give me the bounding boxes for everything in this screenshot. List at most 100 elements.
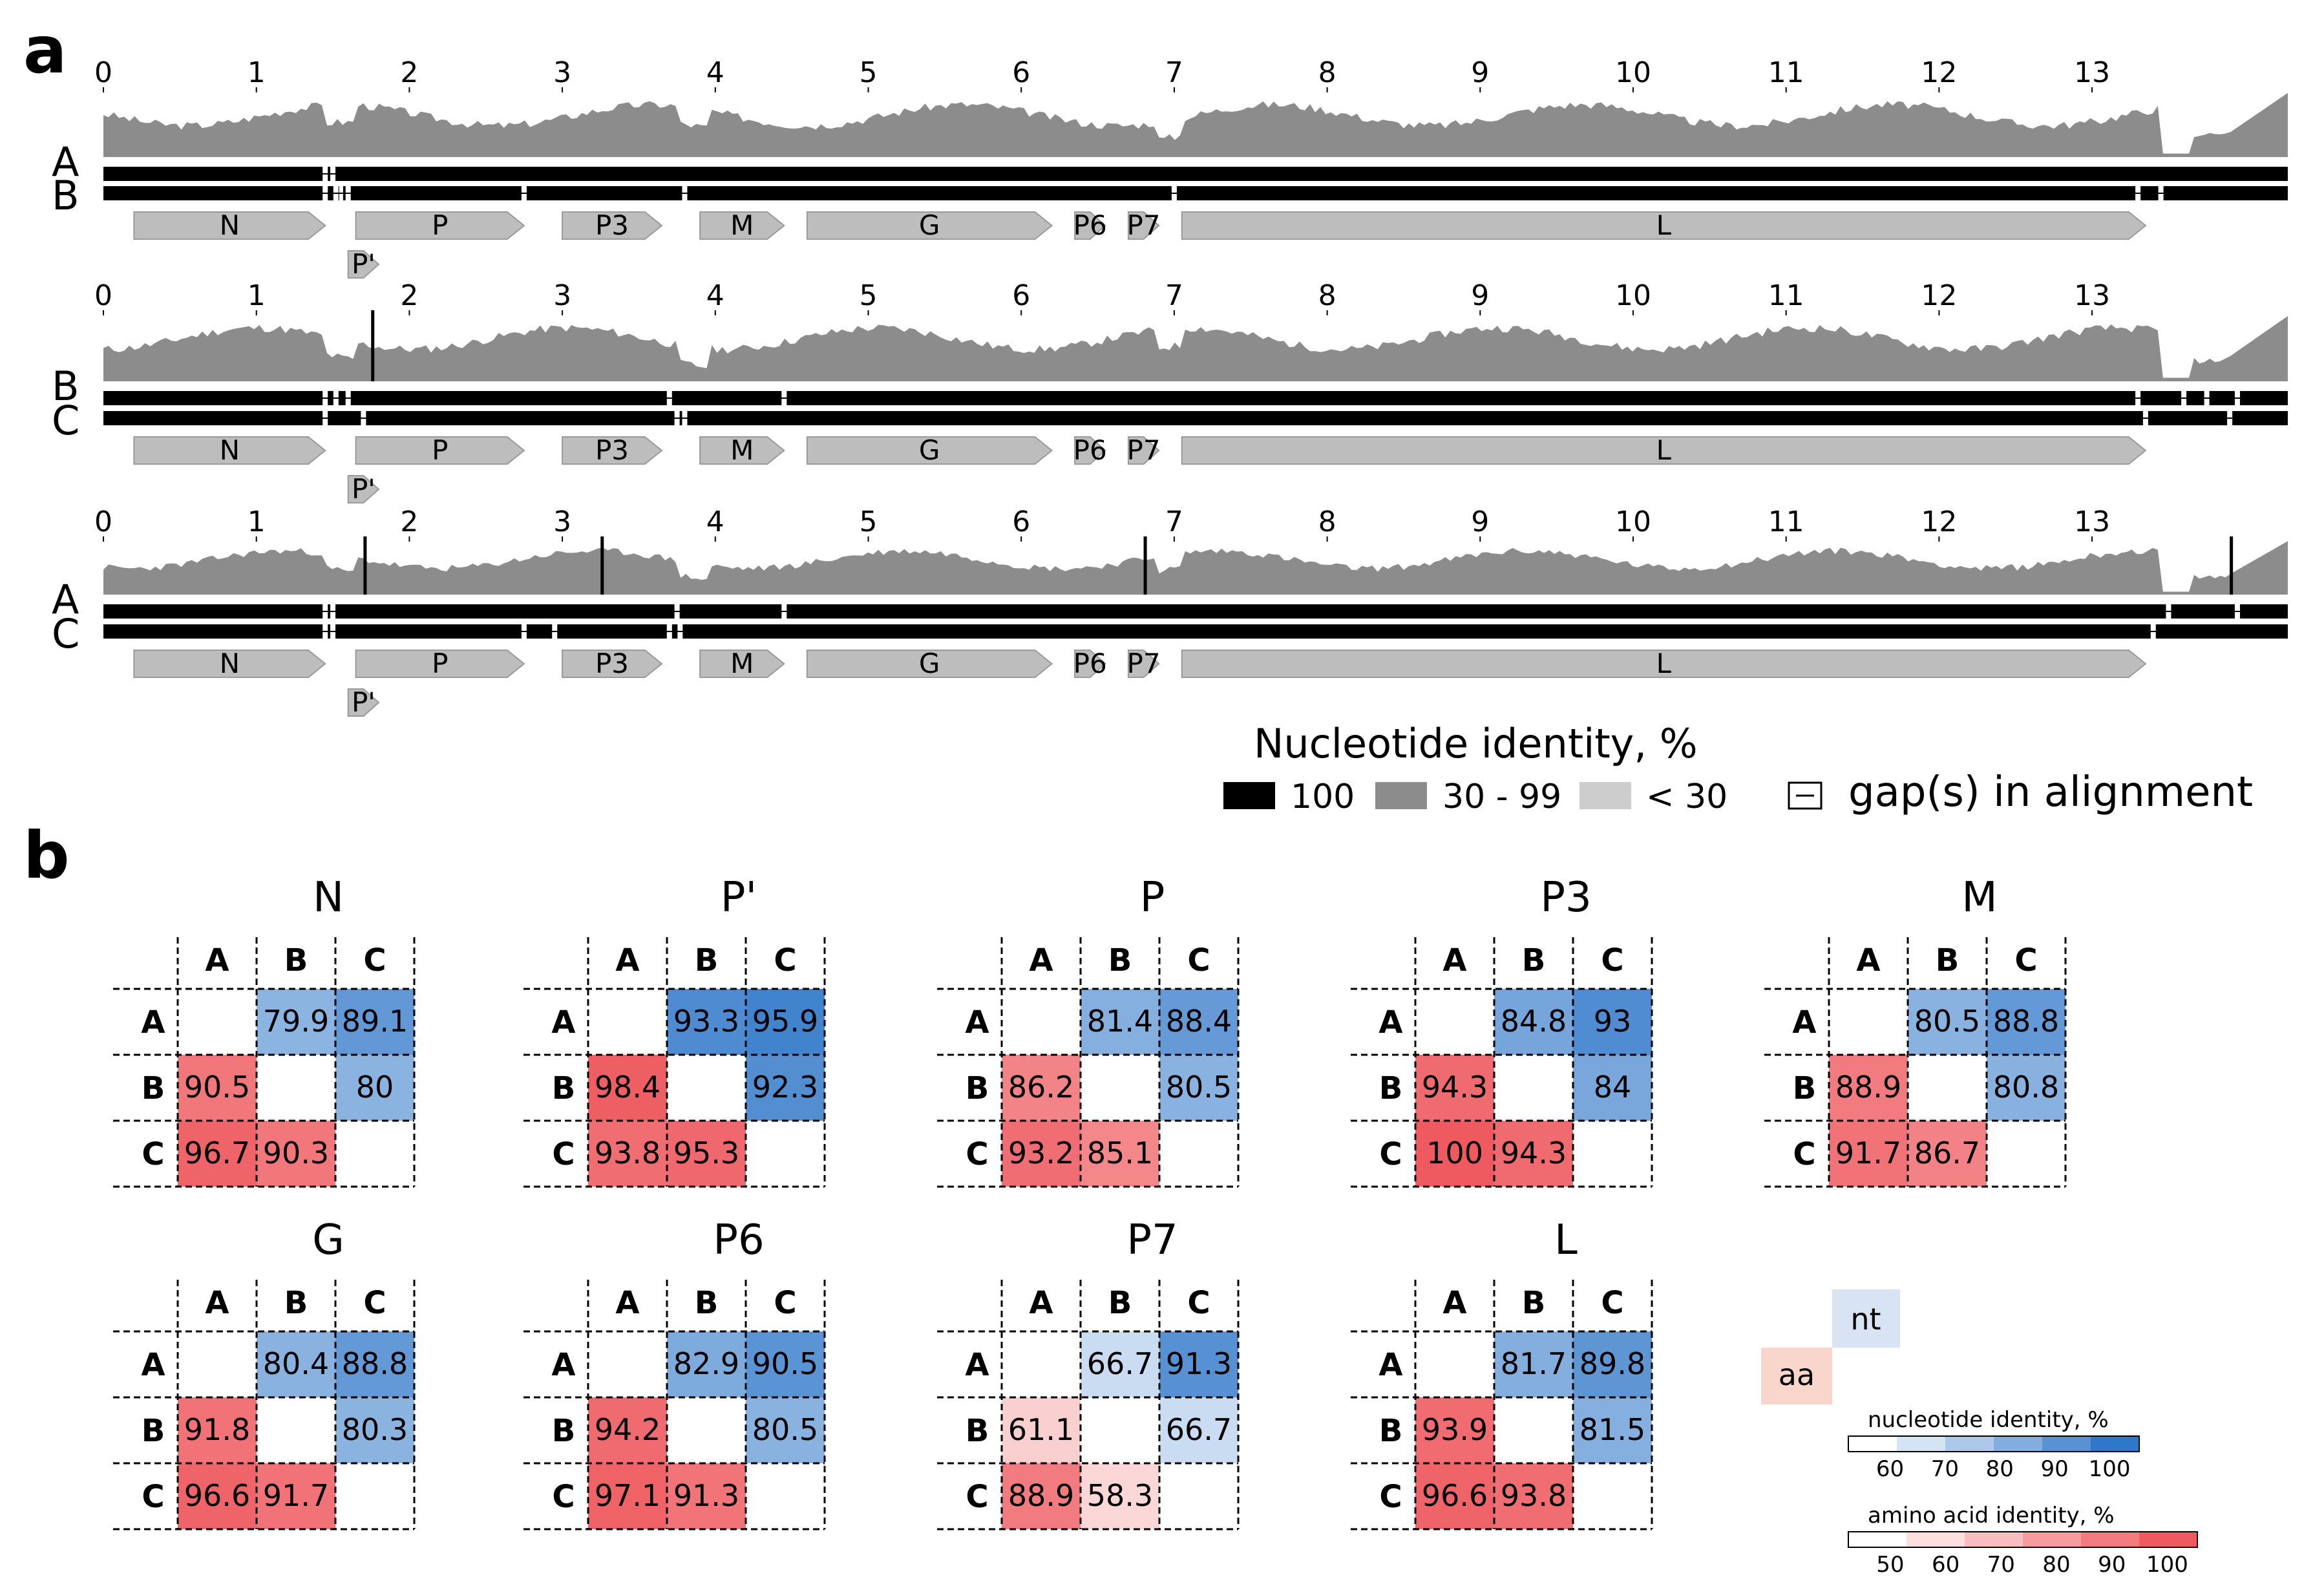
matrix-cell-value: 85.1 (1087, 1136, 1153, 1170)
matrix-cell-value: 80.4 (263, 1346, 329, 1381)
matrix-cell (746, 1331, 825, 1397)
gene-label: P' (352, 473, 375, 505)
position-tick-label: 10 (1615, 279, 1651, 312)
matrix-cell-value: 89.8 (1579, 1346, 1645, 1381)
matrix-row-header: C (966, 1136, 988, 1172)
matrix-cell (1002, 1121, 1081, 1187)
matrix-column-header: B (1522, 1285, 1546, 1321)
gene-arrow (347, 688, 380, 717)
gene-arrow (1181, 650, 2147, 678)
gene-arrow (1127, 436, 1160, 465)
position-tick-label: 10 (1615, 505, 1651, 538)
color-scale-tick: 60 (1876, 1456, 1904, 1482)
matrix-cell (1002, 1055, 1081, 1121)
gene-label: G (919, 434, 940, 466)
matrix-cell (1829, 1121, 1908, 1187)
matrix-cell-value: 81.5 (1579, 1412, 1645, 1447)
matrix-cell (1002, 1397, 1081, 1463)
gene-label: M (730, 434, 754, 466)
matrix-column-header: A (1029, 1285, 1053, 1321)
color-scale-segment (2081, 1532, 2140, 1547)
gene-arrow (1127, 650, 1160, 678)
matrix-cell (1002, 1463, 1081, 1529)
position-tick-label: 0 (94, 505, 112, 538)
gene-label: P6 (1073, 209, 1107, 241)
matrix-column-header: B (695, 1285, 719, 1321)
matrix-cell (1081, 1121, 1159, 1187)
position-tick-label: 7 (1165, 505, 1183, 538)
gene-arrow (133, 211, 326, 240)
position-tick-label: 4 (706, 505, 724, 538)
gene-label: G (919, 209, 940, 241)
matrix-cell (746, 989, 825, 1055)
amino-acid-identity-scale: amino acid identity, % 50 60 70 80 90 100 (1848, 1503, 2198, 1578)
matrix-cell-value: 94.3 (1422, 1070, 1488, 1105)
matrix-cell-value: 84.8 (1501, 1004, 1567, 1039)
key-aa-label: aa (1779, 1357, 1815, 1392)
color-scale-segment (1994, 1436, 2043, 1452)
sequence-label-bottom: C (52, 610, 79, 657)
matrix-row-header: C (1379, 1136, 1402, 1172)
color-scale-segment (2042, 1436, 2091, 1452)
color-scale-tick: 100 (2089, 1456, 2131, 1482)
matrix-cell (1573, 1397, 1652, 1463)
gene-label: N (220, 209, 240, 241)
identity-100-marker (600, 536, 604, 595)
gene-label: P (432, 434, 448, 466)
matrix-column-header: A (1029, 942, 1053, 979)
legend-label-lt30: < 30 (1646, 778, 1727, 816)
matrix-cell (1081, 1463, 1159, 1529)
gene-arrow (699, 650, 785, 678)
gene-label: N (220, 648, 240, 679)
position-tick-label: 12 (1921, 505, 1957, 538)
position-tick-label: 5 (860, 56, 878, 89)
matrix-cell-value: 91.8 (184, 1412, 250, 1447)
legend-label-30-99: 30 - 99 (1442, 778, 1561, 816)
position-tick-label: 7 (1165, 56, 1183, 89)
matrix-cell (1494, 1331, 1573, 1397)
nucleotide-identity-scale: nucleotide identity, % 60 70 80 90 100 (1848, 1407, 2140, 1482)
identity-profile (103, 92, 2288, 157)
matrix-row-header: A (1379, 1347, 1402, 1383)
matrix-row-header: C (966, 1479, 988, 1515)
sequence-label-bottom: C (52, 397, 79, 444)
matrix-cell-value: 90.5 (184, 1070, 250, 1105)
matrix-cell (667, 989, 746, 1055)
matrix-column-header: A (205, 1285, 229, 1321)
gene-label: P (432, 209, 448, 241)
matrix-cell-value: 80.5 (752, 1412, 818, 1447)
matrix-title: P (1140, 874, 1165, 922)
matrix-cell (1159, 1397, 1238, 1463)
matrix-cell-value: 100 (1426, 1136, 1483, 1170)
matrix-title: P7 (1126, 1216, 1178, 1264)
matrix-row-header: B (1379, 1070, 1403, 1106)
matrix-column-header: C (363, 942, 386, 979)
gene-arrow (347, 475, 380, 503)
matrix-cell-value: 97.1 (595, 1478, 660, 1513)
position-tick-label: 13 (2074, 56, 2110, 89)
matrix-cell-value: 79.9 (263, 1004, 329, 1039)
matrix-column-header: C (363, 1285, 386, 1321)
color-scale-segment (1848, 1532, 1907, 1547)
position-tick-label: 6 (1012, 56, 1030, 89)
gene-arrow (806, 650, 1053, 678)
position-tick-label: 4 (706, 56, 724, 89)
matrix-column-header: C (1601, 942, 1623, 979)
color-scale-tick: 60 (1932, 1552, 1960, 1578)
matrix-cell (335, 1055, 414, 1121)
key-aa-swatch (1761, 1348, 1832, 1404)
position-tick-label: 8 (1318, 279, 1336, 312)
matrix-cell (178, 1463, 257, 1529)
gene-arrow (562, 436, 663, 465)
color-scale-tick: 100 (2146, 1552, 2188, 1578)
gene-arrow (1074, 211, 1106, 240)
matrix-cell-value: 84 (1594, 1070, 1632, 1105)
matrix-cell (1987, 1055, 2065, 1121)
matrix-cell-value: 94.3 (1501, 1136, 1567, 1170)
legend-label-100: 100 (1291, 778, 1355, 816)
matrix-cell-value: 91.7 (263, 1478, 329, 1513)
